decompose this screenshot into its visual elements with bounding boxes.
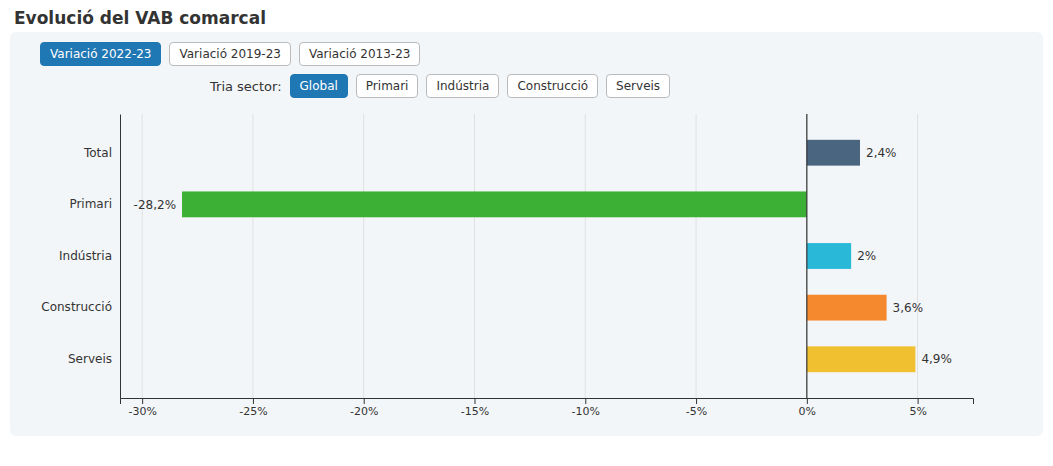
tick: 5% [909, 398, 926, 418]
tick: Construcció [41, 300, 120, 314]
tab-row: Variació 2022-23 Variació 2019-23 Variació… [10, 38, 1043, 70]
tick-label: Primari [69, 197, 112, 211]
sector-row: Tria sector: Global Primari Indústria Constr… [10, 70, 1043, 102]
tick: Total [83, 146, 120, 160]
tick: Indústria [59, 249, 120, 263]
data-labels: 2,4% -28,2% 2% 3,6% 4,9% [134, 146, 952, 367]
bar [807, 140, 860, 166]
title: Evolució del VAB comarcal [0, 0, 1053, 32]
tick-label: -25% [239, 405, 267, 418]
tick-mark [585, 398, 586, 404]
tick-label: Serveis [68, 352, 112, 366]
tick-mark [364, 398, 365, 404]
sector-button[interactable]: Global [290, 74, 348, 98]
data-label: 2,4% [866, 146, 897, 160]
tick: -30% [128, 398, 156, 418]
grid [142, 114, 917, 398]
tick-mark [918, 398, 919, 404]
tab-button[interactable]: Variació 2019-23 [169, 42, 290, 66]
sector-button[interactable]: Construcció [507, 74, 598, 98]
grid-line [252, 114, 253, 398]
tick: -5% [686, 398, 707, 418]
tick: -10% [572, 398, 600, 418]
tick-mark [474, 398, 475, 404]
grid-line [585, 114, 586, 398]
tick: 0% [799, 398, 816, 418]
tick-label: Indústria [59, 249, 112, 263]
tick: -25% [239, 398, 267, 418]
tick-label: Construcció [41, 300, 112, 314]
sector-button[interactable]: Indústria [426, 74, 499, 98]
bar [807, 295, 887, 321]
plot-area [182, 140, 915, 372]
tick-mark [696, 398, 697, 404]
tick-label: Total [83, 146, 112, 160]
y-axis: Total Primari Indústria Construcció Serveis [41, 115, 120, 399]
tab-button[interactable]: Variació 2013-23 [299, 42, 420, 66]
tick-label: -5% [686, 405, 707, 418]
data-label: 3,6% [893, 301, 924, 315]
tick: Serveis [68, 352, 120, 366]
sector-button[interactable]: Serveis [606, 74, 670, 98]
tick: Primari [69, 197, 120, 211]
tick-mark [142, 398, 143, 404]
sector-label: Tria sector: [210, 79, 282, 94]
tick-label: 0% [799, 405, 816, 418]
panel: Variació 2022-23 Variació 2019-23 Variació… [10, 32, 1043, 436]
tick: -20% [350, 398, 378, 418]
sector-button[interactable]: Primari [356, 74, 419, 98]
data-label: -28,2% [134, 198, 176, 212]
tab-button[interactable]: Variació 2022-23 [40, 42, 161, 66]
zero-line [806, 114, 807, 398]
data-label: 2% [857, 249, 876, 263]
grid-line [917, 114, 918, 398]
x-axis: -30% -25% -20% -15% -10% -5% 0% 5% [121, 398, 974, 418]
tick-label: -30% [128, 405, 156, 418]
chart: -30% -25% -20% -15% -10% -5% 0% 5% Total Primari I… [10, 102, 1043, 432]
grid-line [696, 114, 697, 398]
grid-line [474, 114, 475, 398]
axis-line [121, 399, 974, 405]
tick-label: 5% [909, 405, 926, 418]
tick-label: -10% [572, 405, 600, 418]
grid-line [363, 114, 364, 398]
tick-mark [807, 398, 808, 404]
tick-mark [253, 398, 254, 404]
data-label: 4,9% [921, 352, 952, 366]
tick: -15% [461, 398, 489, 418]
bar [807, 346, 916, 372]
axis-line [120, 115, 121, 399]
bar [807, 243, 851, 269]
grid-line [142, 114, 143, 398]
tick-label: -20% [350, 405, 378, 418]
grid-line [806, 114, 807, 398]
bar [182, 191, 807, 217]
tick-label: -15% [461, 405, 489, 418]
